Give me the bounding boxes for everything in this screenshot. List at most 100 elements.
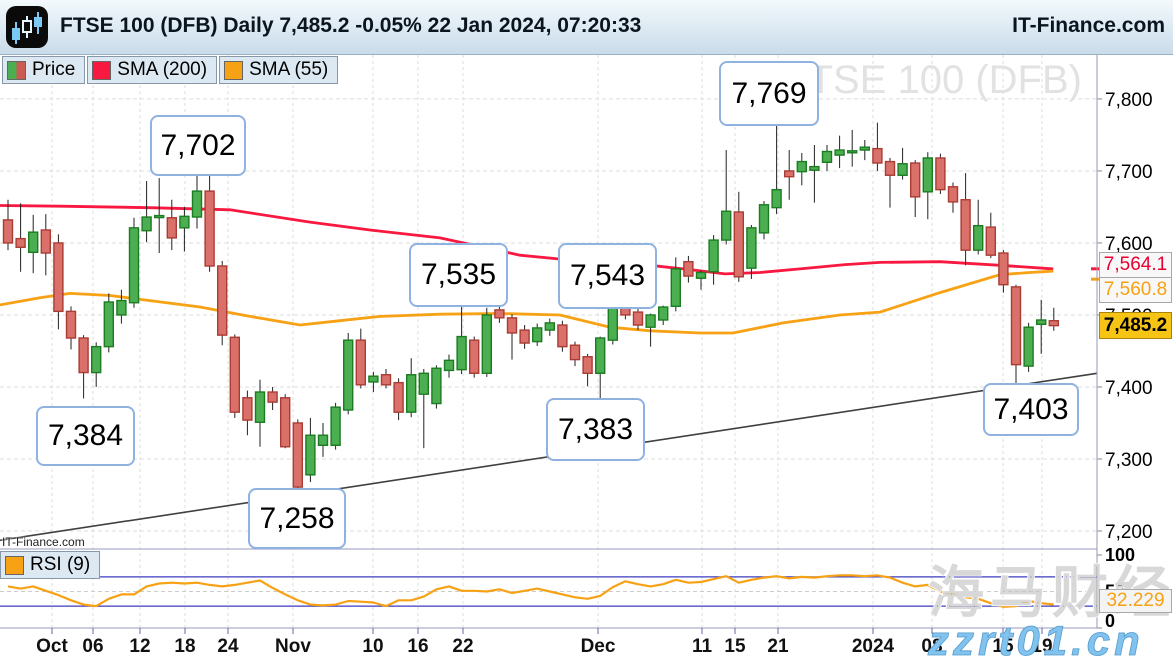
price-callout: 7,383 bbox=[546, 398, 645, 461]
candle-up bbox=[821, 150, 833, 163]
candle-up bbox=[443, 359, 455, 372]
rsi-value-label: 32.229 bbox=[1099, 589, 1172, 613]
candle-down bbox=[355, 339, 366, 386]
candle-down bbox=[1048, 320, 1060, 327]
time-axis-label: 08 bbox=[921, 636, 942, 657]
candle-down bbox=[683, 260, 694, 277]
candle-up bbox=[595, 337, 606, 374]
chart-title: FTSE 100 (DFB) Daily 7,485.2 -0.05% 22 J… bbox=[60, 14, 642, 37]
sma55-swatch-icon bbox=[224, 60, 244, 80]
candle-down bbox=[2, 219, 14, 244]
price-callout: 7,403 bbox=[983, 383, 1079, 436]
price-callout: 7,769 bbox=[719, 61, 819, 126]
time-axis-label: 18 bbox=[174, 636, 195, 657]
time-axis-label: 15 bbox=[992, 636, 1014, 657]
candle-up bbox=[695, 271, 707, 279]
candle-down bbox=[872, 147, 883, 164]
rsi-legend: RSI (9) bbox=[0, 551, 101, 579]
candle-up bbox=[771, 188, 782, 209]
time-axis-label: 16 bbox=[407, 636, 428, 657]
time-axis-label: 22 bbox=[452, 636, 473, 657]
candle-up bbox=[758, 204, 770, 234]
price-callout: 7,384 bbox=[36, 406, 135, 466]
time-axis-label: 19 bbox=[1031, 636, 1052, 657]
candle-up bbox=[973, 224, 984, 251]
candle-down bbox=[960, 199, 971, 251]
price-axis-label: 7,200 bbox=[1105, 522, 1153, 543]
candle-up bbox=[721, 210, 732, 241]
time-axis-label: Nov bbox=[275, 636, 311, 657]
legend-item-price[interactable]: Price bbox=[2, 56, 86, 84]
candle-up bbox=[28, 231, 39, 254]
candle-down bbox=[506, 317, 518, 334]
time-axis-label: 12 bbox=[129, 636, 150, 657]
candle-down bbox=[557, 324, 568, 348]
rsi-line bbox=[7, 574, 1054, 608]
candle-up bbox=[809, 165, 820, 171]
candle-up bbox=[481, 314, 492, 374]
candle-up bbox=[1035, 319, 1047, 326]
candle-up bbox=[191, 190, 203, 218]
candle-up bbox=[103, 301, 115, 348]
candle-up bbox=[368, 375, 379, 383]
candle-up bbox=[847, 150, 858, 154]
candle-up bbox=[708, 239, 719, 273]
time-axis-label: 10 bbox=[362, 636, 383, 657]
candle-up bbox=[834, 149, 845, 156]
candle-down bbox=[569, 344, 581, 361]
candle-up bbox=[179, 215, 190, 229]
candle-up bbox=[1023, 326, 1034, 367]
title-bar: FTSE 100 (DFB) Daily 7,485.2 -0.05% 22 J… bbox=[0, 0, 1173, 55]
candle-down bbox=[469, 339, 480, 374]
price-callout: 7,543 bbox=[558, 243, 657, 309]
sma200-swatch-icon bbox=[92, 60, 112, 80]
legend-item-rsi[interactable]: RSI (9) bbox=[0, 551, 101, 579]
candle-up bbox=[141, 216, 152, 232]
legend: Price SMA (200) SMA (55) bbox=[2, 56, 339, 84]
app-logo-candlestick-icon bbox=[6, 6, 48, 48]
candle-up bbox=[670, 268, 681, 308]
candle-up bbox=[418, 372, 429, 395]
price-axis-label: 7,700 bbox=[1105, 162, 1153, 183]
legend-item-sma55[interactable]: SMA (55) bbox=[219, 56, 339, 84]
candle-up bbox=[153, 214, 165, 219]
time-axis-label: Dec bbox=[581, 636, 616, 657]
candle-down bbox=[393, 381, 404, 413]
price-callout: 7,702 bbox=[150, 115, 246, 176]
candle-up bbox=[456, 335, 467, 371]
legend-item-sma200[interactable]: SMA (200) bbox=[87, 56, 218, 84]
legend-sma55-label: SMA (55) bbox=[249, 59, 329, 80]
candle-up bbox=[645, 314, 656, 328]
candle-down bbox=[998, 252, 1009, 286]
candle-up bbox=[116, 299, 127, 316]
candle-up bbox=[746, 227, 757, 269]
candle-down bbox=[632, 311, 644, 326]
candle-up bbox=[796, 160, 807, 173]
sma-55-line bbox=[0, 269, 1054, 335]
last-price-label: 7,485.2 bbox=[1099, 312, 1172, 339]
candle-down bbox=[229, 336, 241, 413]
candle-down bbox=[15, 237, 26, 248]
candle-up bbox=[343, 339, 354, 411]
time-axis-label: 15 bbox=[724, 636, 746, 657]
itfinance-watermark-small: IT-Finance.com bbox=[2, 535, 85, 549]
sma200-value-label: 7,564.1 bbox=[1099, 252, 1172, 278]
candle-up bbox=[922, 157, 933, 193]
time-axis-label: 06 bbox=[82, 636, 103, 657]
candle-up bbox=[254, 391, 266, 423]
candle-up bbox=[897, 163, 908, 176]
time-axis-label: 11 bbox=[692, 636, 713, 657]
candle-down bbox=[242, 397, 253, 421]
candle-down bbox=[204, 190, 215, 267]
rsi-axis-label: 0 bbox=[1105, 611, 1115, 631]
price-callout: 7,258 bbox=[248, 488, 346, 549]
price-axis-label: 7,600 bbox=[1105, 234, 1153, 255]
candle-down bbox=[280, 397, 291, 448]
candle-up bbox=[305, 434, 316, 476]
time-axis-label: 21 bbox=[767, 636, 789, 657]
candle-down bbox=[910, 162, 921, 198]
candle-up bbox=[431, 367, 442, 405]
candle-down bbox=[216, 265, 228, 336]
